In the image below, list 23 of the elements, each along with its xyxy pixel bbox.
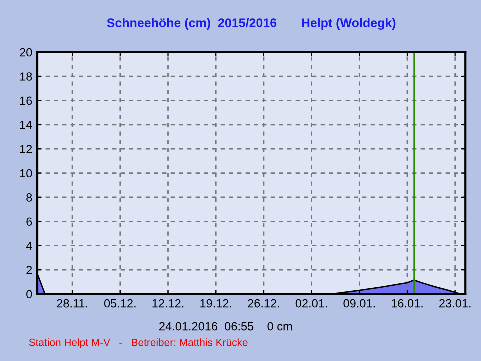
x-tick-label: 23.01. [440,299,471,308]
x-tick-label: 19.12. [200,299,232,308]
y-tick-label: 0 [26,290,32,299]
y-tick-label: 8 [26,194,32,202]
x-tick-label: 16.01. [392,299,423,308]
y-tick-label: 16 [20,96,32,106]
y-tick-label: 12 [20,145,32,154]
x-tick-label: 28.11. [57,299,88,308]
y-tick-label: 10 [20,169,32,178]
y-tick-label: 4 [26,242,32,250]
y-tick-label: 6 [26,218,32,226]
x-tick-label: 05.12. [104,299,136,308]
chart-title: Schneehöhe (cm) 2015/2016 Helpt (Woldegk) [107,18,396,30]
x-tick-label: 02.01. [296,299,328,308]
text: 24.01.2016 06:55 0 cm [160,322,292,331]
text: Station Helpt M-V - Betreiber: Matthis Krücke [29,338,248,348]
y-tick-label: 14 [20,121,32,130]
y-tick-label: 20 [20,48,32,57]
x-tick-label: 26.12. [248,299,280,308]
y-tick-label: 18 [20,72,32,81]
x-tick-label: 12.12. [152,299,184,308]
y-tick-label: 2 [26,266,32,274]
x-tick-label: 09.01. [344,299,375,308]
